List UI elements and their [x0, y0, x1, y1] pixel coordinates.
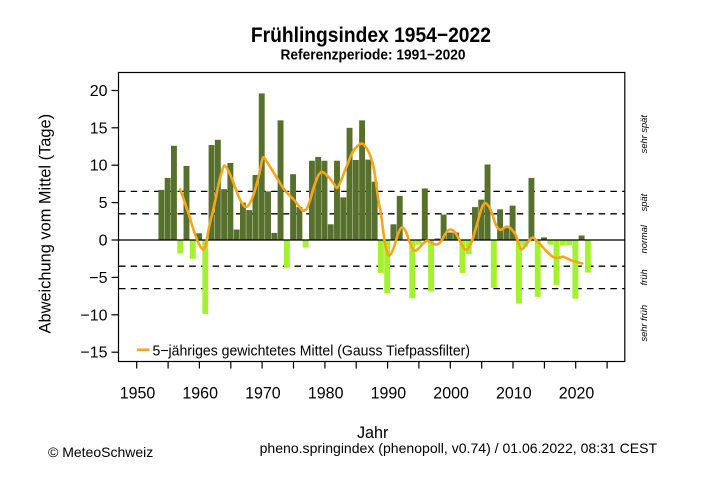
- svg-text:15: 15: [90, 120, 108, 137]
- svg-text:Frühlingsindex 1954−2022: Frühlingsindex 1954−2022: [251, 23, 491, 47]
- svg-text:−5: −5: [89, 270, 107, 287]
- svg-text:0: 0: [99, 233, 108, 250]
- svg-text:pheno.springindex (phenopoll,: pheno.springindex (phenopoll, v0.74) / 0…: [260, 440, 658, 456]
- svg-text:−15: −15: [80, 345, 107, 362]
- svg-text:−10: −10: [80, 307, 107, 324]
- svg-text:20: 20: [90, 83, 108, 100]
- svg-text:normal: normal: [639, 224, 649, 253]
- svg-text:Referenzperiode: 1991−2020: Referenzperiode: 1991−2020: [281, 46, 466, 63]
- svg-text:10: 10: [90, 158, 108, 175]
- svg-text:5−jähriges gewichtetes Mittel: 5−jähriges gewichtetes Mittel (Gauss Tie…: [153, 344, 471, 360]
- svg-text:Abweichung vom Mittel (Tage): Abweichung vom Mittel (Tage): [37, 114, 55, 334]
- svg-text:2010: 2010: [496, 383, 532, 402]
- svg-text:früh: früh: [639, 269, 649, 285]
- svg-text:2020: 2020: [559, 383, 595, 402]
- svg-text:5: 5: [99, 195, 108, 212]
- svg-text:1950: 1950: [120, 383, 156, 402]
- svg-text:© MeteoSchweiz: © MeteoSchweiz: [48, 444, 153, 460]
- svg-text:sehr spät: sehr spät: [639, 115, 649, 154]
- svg-text:sehr früh: sehr früh: [639, 305, 649, 342]
- svg-text:1990: 1990: [371, 383, 407, 402]
- svg-text:Jahr: Jahr: [357, 423, 389, 442]
- svg-text:1980: 1980: [308, 383, 344, 402]
- svg-text:spät: spät: [639, 193, 649, 211]
- svg-text:1960: 1960: [182, 383, 218, 402]
- svg-text:2000: 2000: [433, 383, 469, 402]
- svg-text:1970: 1970: [245, 383, 281, 402]
